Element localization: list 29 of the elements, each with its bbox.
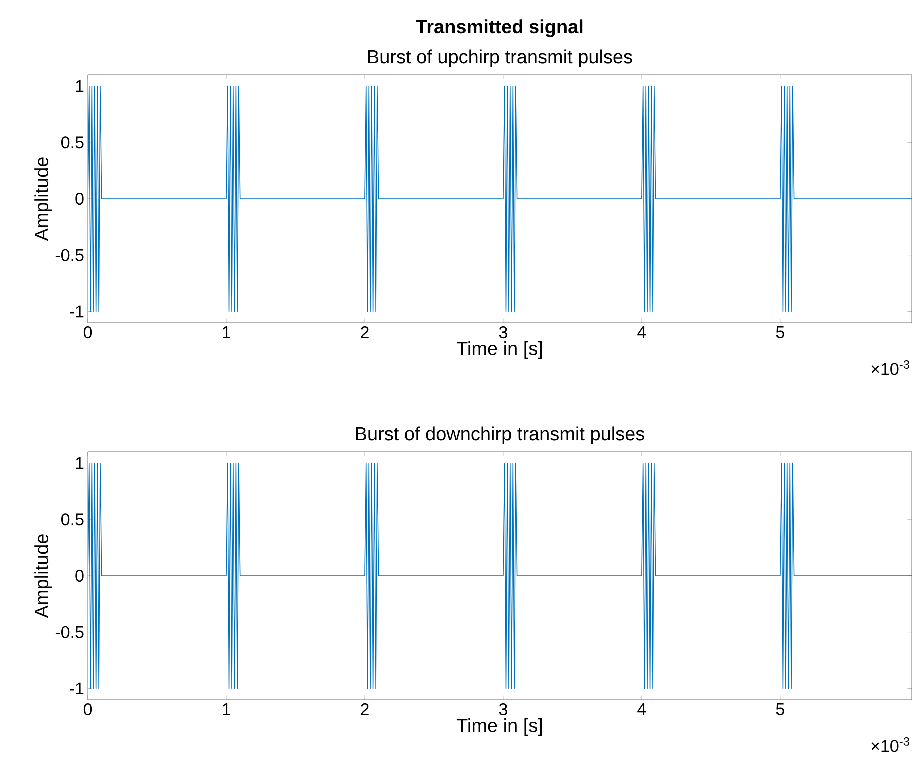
- text: ×10$^{-3}$: [872, 360, 910, 376]
- y-axis-title: Amplitude: [34, 158, 52, 242]
- x-axis-title: Time in [s]: [456, 718, 542, 736]
- x-axis-title: Time in [s]: [456, 341, 542, 360]
- text: ×10$^{-3}$: [872, 738, 910, 752]
- y-tick-label: 0.5: [62, 136, 84, 149]
- x-tick-label: 4: [638, 704, 646, 716]
- chart-subtitle: Burst of upchirp transmit pulses: [368, 50, 632, 68]
- y-axis-title: Amplitude: [34, 534, 52, 618]
- x-tick-label: 5: [776, 704, 784, 716]
- x-tick-label: 3: [499, 326, 508, 339]
- y-tick-label: -0.5: [56, 249, 84, 262]
- x-tick-label: 1: [223, 326, 230, 338]
- y-tick-label: 0: [76, 570, 84, 582]
- x-tick-label: 3: [499, 704, 508, 716]
- y-tick-label: 1: [76, 457, 84, 470]
- y-tick-label: -1: [70, 682, 84, 695]
- x-tick-label: 5: [776, 326, 784, 338]
- x-tick-label: 4: [638, 326, 646, 338]
- y-tick-label: 0: [76, 192, 84, 206]
- chart-title: Burst of downchirp transmit pulses: [356, 426, 644, 444]
- y-tick-label: 1: [76, 80, 84, 92]
- x-tick-label: 2: [361, 326, 369, 338]
- x-tick-label: 2: [361, 704, 369, 716]
- y-tick-label: -0.5: [56, 626, 84, 638]
- y-tick-label: -1: [70, 306, 84, 318]
- y-tick-label: 0.5: [62, 514, 84, 526]
- chart-title: Transmitted signal: [416, 20, 583, 38]
- x-tick-label: 1: [223, 704, 230, 716]
